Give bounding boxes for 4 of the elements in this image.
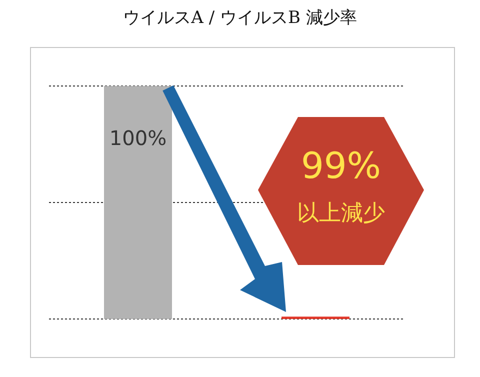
data-label: 100% — [109, 126, 167, 150]
annotation: 以上減少 — [297, 201, 385, 226]
chart-title: ウイルスA / ウイルスB 減少率 — [122, 7, 358, 29]
annotation: 99% — [300, 146, 382, 187]
